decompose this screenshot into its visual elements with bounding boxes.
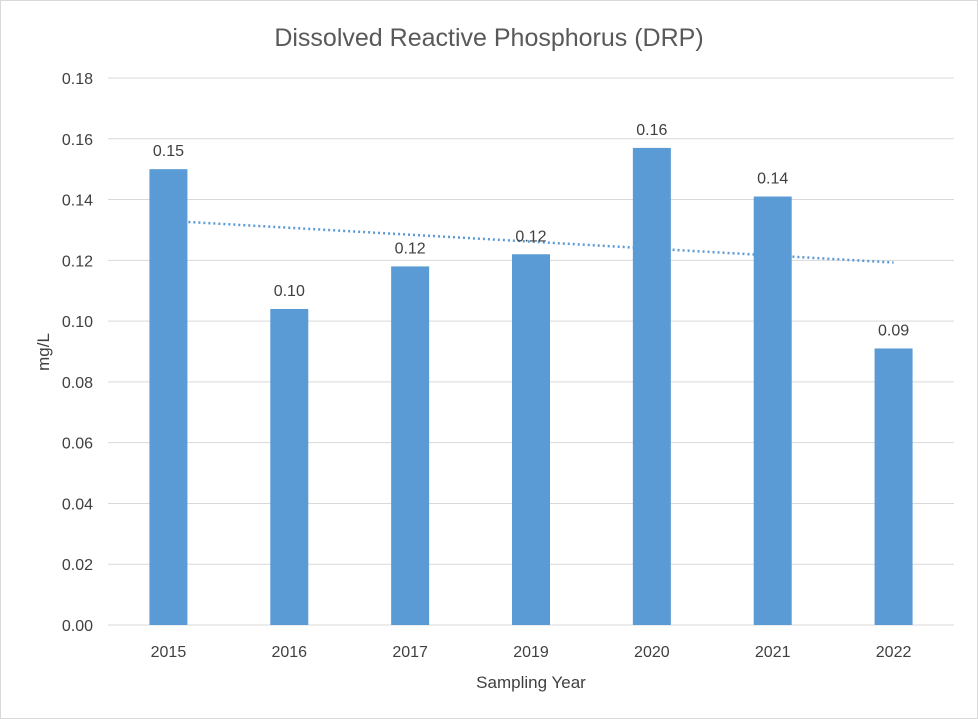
x-tick-label: 2017: [392, 644, 428, 661]
data-label: 0.10: [274, 283, 305, 300]
bar-2017: [391, 266, 430, 625]
y-axis-title: mg/L: [34, 333, 53, 371]
y-tick-label: 0.12: [62, 253, 93, 270]
data-label: 0.15: [153, 143, 184, 160]
x-axis-title: Sampling Year: [476, 673, 586, 692]
x-tick-label: 2022: [876, 644, 912, 661]
x-tick-label: 2016: [271, 644, 307, 661]
bar-2015: [149, 169, 188, 625]
x-tick-label: 2021: [755, 644, 791, 661]
data-labels: 0.15 0.10 0.12 0.12 0.16 0.14 0.09: [153, 122, 909, 340]
y-tick-labels: 0.00 0.02 0.04 0.06 0.08 0.10 0.12 0.14 0.16 0.18: [62, 71, 93, 635]
x-tick-label: 2019: [513, 644, 549, 661]
trendline: [168, 219, 894, 264]
y-tick-label: 0.10: [62, 314, 93, 331]
y-tick-label: 0.02: [62, 557, 93, 574]
y-tick-label: 0.08: [62, 375, 93, 392]
data-label: 0.16: [636, 122, 667, 139]
y-tick-label: 0.18: [62, 71, 93, 88]
x-tick-labels: 2015 2016 2017 2019 2020 2021 2022: [151, 644, 912, 661]
x-tick-label: 2020: [634, 644, 670, 661]
bar-2022: [874, 348, 913, 625]
gridlines: [108, 77, 954, 626]
y-tick-label: 0.16: [62, 132, 93, 149]
y-tick-label: 0.04: [62, 496, 93, 513]
data-label: 0.14: [757, 171, 788, 188]
data-label: 0.09: [878, 322, 909, 339]
y-tick-label: 0.14: [62, 193, 93, 210]
y-tick-label: 0.00: [62, 618, 93, 635]
x-tick-label: 2015: [151, 644, 187, 661]
data-label: 0.12: [395, 240, 426, 257]
bar-2019: [512, 254, 550, 625]
chart-title: Dissolved Reactive Phosphorus (DRP): [274, 24, 703, 52]
bars: [149, 147, 913, 625]
trendline-group: [168, 219, 894, 264]
y-tick-label: 0.06: [62, 436, 93, 453]
bar-2016: [270, 308, 309, 625]
bar-2021: [753, 196, 792, 625]
bar-2020: [632, 147, 671, 625]
data-label: 0.12: [515, 228, 546, 245]
